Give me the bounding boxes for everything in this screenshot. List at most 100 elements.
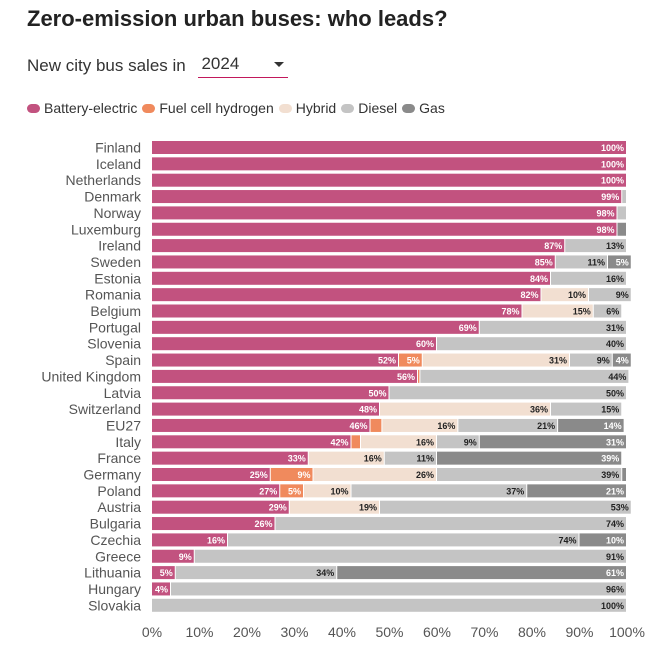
category-label: Netherlands	[66, 172, 142, 188]
bar-segment	[152, 157, 626, 171]
data-label: 13%	[606, 241, 624, 251]
bar-segment	[622, 468, 626, 481]
data-label: 96%	[606, 584, 624, 594]
bar-segment	[228, 533, 579, 547]
data-label: 9%	[297, 470, 310, 480]
bar-segment	[194, 549, 626, 563]
category-label: Switzerland	[69, 401, 141, 417]
legend-swatch	[402, 103, 416, 113]
data-label: 78%	[501, 307, 519, 317]
data-label: 9%	[597, 356, 610, 366]
category-label: France	[97, 450, 141, 466]
data-label: 10%	[330, 486, 348, 496]
category-label: Slovakia	[88, 597, 141, 613]
data-label: 82%	[520, 290, 538, 300]
data-label: 10%	[568, 290, 586, 300]
bar-segment	[551, 402, 622, 416]
legend-item-diesel[interactable]: Diesel	[341, 100, 397, 116]
data-label: 5%	[407, 356, 420, 366]
data-label: 100%	[601, 159, 624, 169]
category-label: Belgium	[90, 303, 141, 319]
data-label: 98%	[596, 225, 614, 235]
bar-segment	[558, 418, 624, 432]
category-label: Ireland	[98, 238, 141, 254]
bar-segment	[422, 353, 569, 367]
legend-label: Gas	[419, 100, 445, 116]
chart-title: Zero-emission urban buses: who leads?	[27, 6, 448, 31]
bar-segment	[152, 141, 626, 154]
data-label: 9%	[179, 552, 192, 562]
x-tick-label: 50%	[375, 624, 403, 640]
bar-segment	[522, 304, 593, 318]
data-label: 85%	[535, 257, 553, 267]
category-label: Hungary	[88, 581, 141, 597]
data-label: 5%	[616, 257, 629, 267]
legend-item-hybrid[interactable]: Hybrid	[278, 100, 337, 116]
bar-segment	[555, 255, 607, 269]
bar-segment	[361, 435, 436, 449]
bar-segment	[152, 190, 622, 204]
data-label: 69%	[459, 323, 477, 333]
data-label: 16%	[437, 421, 455, 431]
data-label: 52%	[378, 356, 396, 366]
legend-label: Hybrid	[295, 100, 337, 116]
data-label: 53%	[611, 503, 629, 513]
bar-segment	[389, 386, 626, 400]
year-dropdown[interactable]: 2024	[198, 53, 289, 78]
data-label: 26%	[254, 519, 272, 529]
bar-segment	[351, 484, 527, 498]
bar-segment	[351, 435, 360, 449]
data-label: 26%	[416, 470, 434, 480]
bar-segment	[617, 222, 626, 236]
year-selector-row: New city bus sales in 2024	[27, 53, 289, 78]
data-label: 91%	[606, 552, 624, 562]
bar-segment	[437, 337, 626, 351]
data-label: 19%	[359, 503, 377, 513]
bar-segment	[593, 304, 622, 318]
data-label: 31%	[606, 437, 624, 447]
bar-segment	[420, 369, 629, 383]
data-label: 14%	[604, 421, 622, 431]
legend-label: Battery-electric	[44, 100, 138, 116]
x-tick-label: 40%	[328, 624, 356, 640]
data-label: 31%	[549, 356, 567, 366]
legend-swatch	[27, 103, 40, 113]
data-label: 5%	[160, 568, 173, 578]
bar-segment	[171, 582, 626, 596]
legend-label: Diesel	[358, 100, 398, 116]
bar-segment	[280, 484, 303, 498]
data-label: 6%	[606, 307, 619, 317]
data-label: 15%	[601, 405, 619, 415]
year-dropdown-value: 2024	[201, 54, 240, 73]
bar-segment	[380, 500, 631, 514]
bar-segment	[380, 402, 550, 416]
bar-segment	[152, 402, 379, 416]
data-label: 87%	[544, 241, 562, 251]
bar-segment	[622, 190, 626, 204]
legend-item-gas[interactable]: Gas	[402, 100, 445, 116]
bar-segment	[152, 288, 541, 302]
bar-segment	[308, 451, 384, 465]
bar-segment	[152, 598, 626, 612]
category-label: Iceland	[96, 156, 141, 172]
bar-segment	[152, 337, 436, 351]
bar-segment	[313, 468, 436, 481]
legend-item-fuel-cell-hydrogen[interactable]: Fuel cell hydrogen	[142, 100, 274, 116]
category-label: Romania	[85, 287, 141, 303]
legend-swatch	[341, 103, 355, 113]
chevron-down-icon	[274, 62, 285, 67]
data-label: 46%	[349, 421, 367, 431]
data-label: 40%	[606, 339, 624, 349]
data-label: 48%	[359, 405, 377, 415]
category-label: EU27	[106, 417, 141, 433]
bar-segment	[152, 468, 270, 481]
data-label: 16%	[207, 535, 225, 545]
bar-segment	[608, 255, 631, 269]
data-label: 44%	[608, 372, 626, 382]
bar-segment	[304, 484, 351, 498]
bar-segment	[152, 173, 626, 187]
legend-item-battery-electric[interactable]: Battery-electric	[27, 100, 137, 116]
bar-segment	[152, 255, 555, 269]
data-label: 4%	[155, 584, 168, 594]
category-label: Bulgaria	[90, 516, 142, 532]
